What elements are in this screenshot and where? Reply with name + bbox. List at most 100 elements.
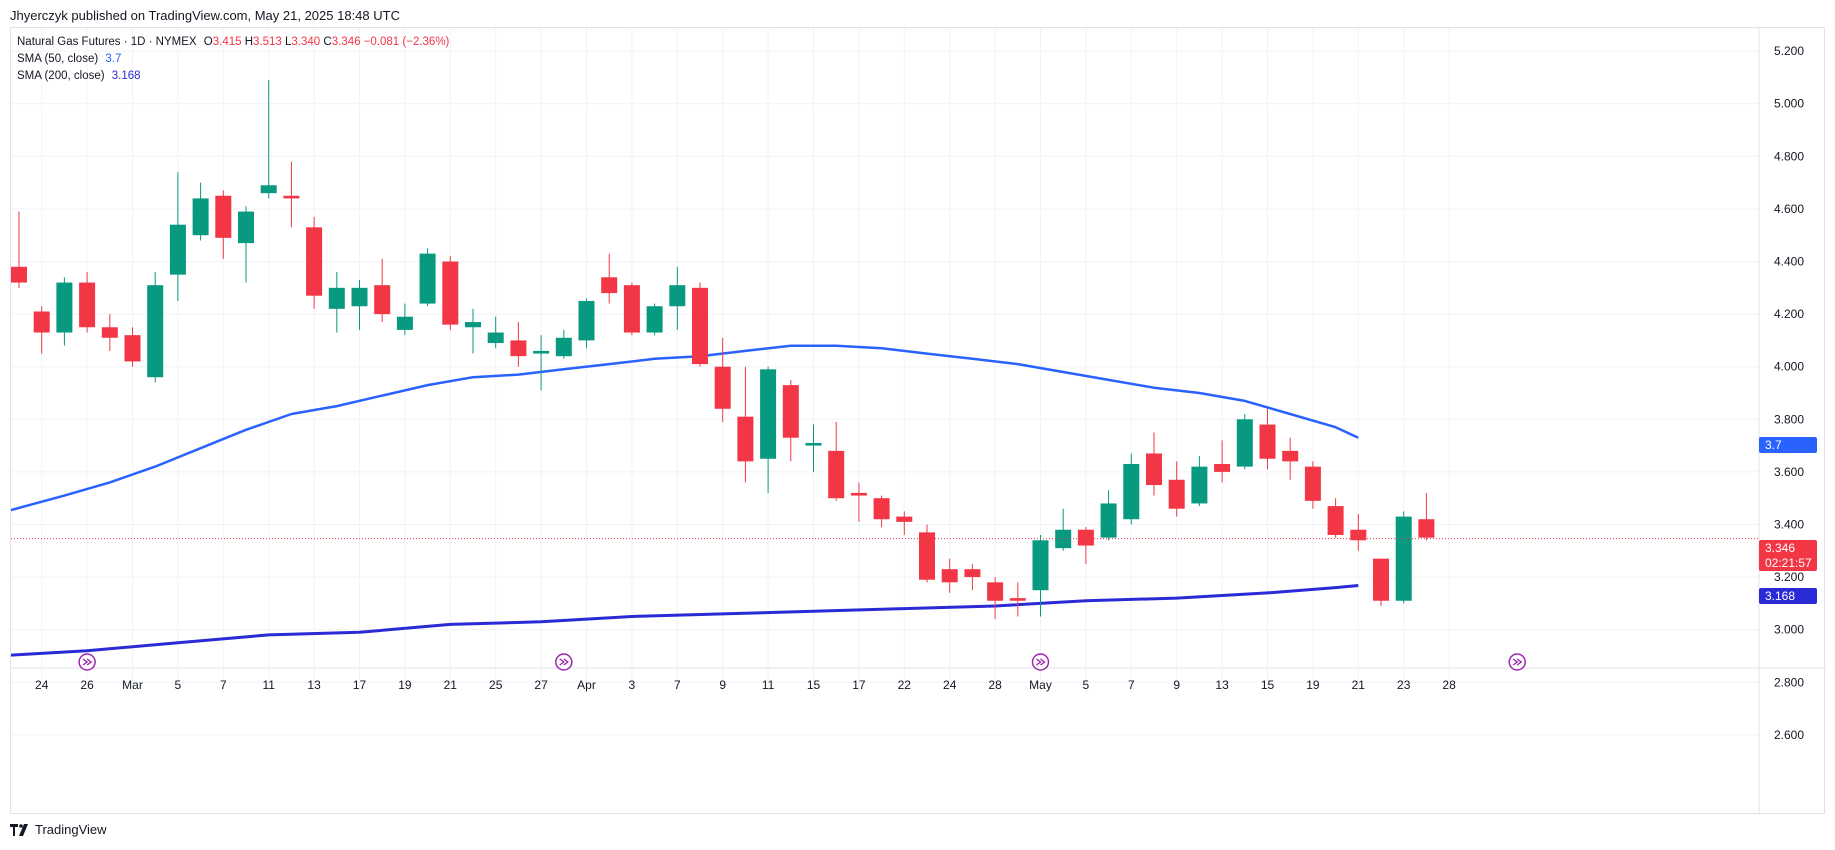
y-tick-label: 3.000 [1774,623,1804,637]
x-tick-label: 21 [444,678,458,692]
candle-body [805,442,822,446]
candle-body [215,195,232,238]
x-tick-label: 17 [852,678,866,692]
candle-body [692,287,708,365]
candle-body [873,498,890,520]
sma50-value: 3.7 [105,53,122,65]
bar-countdown: 02:21:57 [1765,556,1812,570]
candle-body [896,516,913,522]
symbol-label: Natural Gas Futures · 1D · NYMEX [17,36,197,48]
candle-body [283,195,300,199]
candle-body [782,385,799,438]
candle-body [351,287,368,307]
x-tick-label: 24 [35,678,49,692]
x-tick-label: 15 [807,678,821,692]
candle-body [1418,519,1435,538]
sma200-row[interactable]: SMA (200, close) 3.168 [17,68,449,85]
y-tick-label: 3.600 [1774,465,1804,479]
candle-body [238,211,254,244]
candle-body [1327,506,1344,535]
x-tick-label: 13 [307,678,321,692]
x-tick-label: 15 [1261,678,1275,692]
candle-body [1214,464,1231,472]
candle-body [646,306,663,333]
candle-body [510,340,527,357]
candle-body [487,332,504,344]
arrow-circle-icon [555,653,573,671]
sma50-tag-value: 3.7 [1765,438,1782,452]
candle-body [1123,464,1140,520]
x-tick-label: 26 [80,678,94,692]
x-tick-label: 19 [398,678,412,692]
x-tick-label: 9 [719,678,726,692]
candle-body [601,277,618,294]
x-tick-label: 24 [943,678,957,692]
arrow-circle-icon [78,653,96,671]
candle-body [442,261,459,325]
candle-body [1304,466,1321,501]
y-tick-label: 5.200 [1774,44,1804,58]
x-tick-label: 7 [674,678,681,692]
sma200-price-tag: 3.168 [1759,588,1817,604]
marker-chevrons [82,658,93,666]
x-tick-label: 28 [1442,678,1456,692]
candle-body [623,285,640,333]
y-tick-label: 4.600 [1774,202,1804,216]
y-tick-label: 3.200 [1774,570,1804,584]
y-tick-label: 2.800 [1774,675,1804,689]
sma50-line [11,344,1359,512]
change-value: −0.081 (−2.36%) [363,36,450,48]
sma200-value: 3.168 [111,70,141,82]
publisher-line: Jhyerczyk published on TradingView.com, … [10,8,400,23]
arrow-circle-icon [1031,653,1050,671]
candle-body [1236,419,1253,467]
x-tick-label: 7 [1128,678,1135,692]
x-tick-label: 5 [1083,678,1090,692]
x-tick-label: 25 [489,678,503,692]
sma50-label: SMA (50, close) [17,53,99,65]
footer-branding[interactable]: TradingView [10,822,107,837]
candlestick-chart[interactable]: 2.600 2.800 3.000 3.200 3.400 3.600 3.800 4.000… [11,28,1826,815]
candle-body [1350,529,1367,541]
sma50-row[interactable]: SMA (50, close) 3.7 [17,51,449,68]
x-tick-label: 9 [1173,678,1180,692]
candle-body [1100,503,1117,538]
candle-body [1146,453,1162,486]
x-tick-label: May [1029,678,1052,692]
marker-chevrons [1036,658,1046,666]
candle-body [669,285,686,307]
close-value: 3.346 [331,36,361,48]
last-price-value: 3.346 [1765,541,1796,555]
ohlc-row: Natural Gas Futures · 1D · NYMEX O3.415 … [17,34,449,51]
x-tick-label: 3 [629,678,636,692]
candle-body [760,369,777,459]
x-tick-label: 19 [1306,678,1320,692]
y-tick-label: 3.800 [1774,412,1804,426]
candle-body [56,282,73,333]
x-tick-label: 27 [534,678,548,692]
y-tick-label: 3.400 [1774,517,1804,531]
y-tick-label: 4.800 [1774,149,1804,163]
candle-body [328,287,345,309]
sma200-label: SMA (200, close) [17,70,105,82]
close-key: C [323,36,332,48]
candle-body [33,311,50,333]
candle-body [1055,529,1072,549]
x-tick-label: 11 [262,678,275,692]
candle-body [260,185,277,194]
marker-chevrons [1512,658,1523,666]
footer-brand-text: TradingView [35,822,107,837]
candle-body [1168,479,1185,509]
candle-body [964,569,981,578]
chart-area[interactable]: 2.600 2.800 3.000 3.200 3.400 3.600 3.800 4.000… [10,27,1826,815]
candle-body [419,253,436,304]
candle-body [1191,466,1208,504]
low-key: L [285,36,292,48]
x-tick-label: Mar [122,678,143,692]
chart-legend: Natural Gas Futures · 1D · NYMEX O3.415 … [17,34,449,85]
y-tick-label: 5.000 [1774,97,1804,111]
y-tick-label: 4.000 [1774,360,1804,374]
candle-body [1009,598,1026,601]
x-tick-label: 21 [1352,678,1366,692]
sma200-line [11,584,1359,657]
